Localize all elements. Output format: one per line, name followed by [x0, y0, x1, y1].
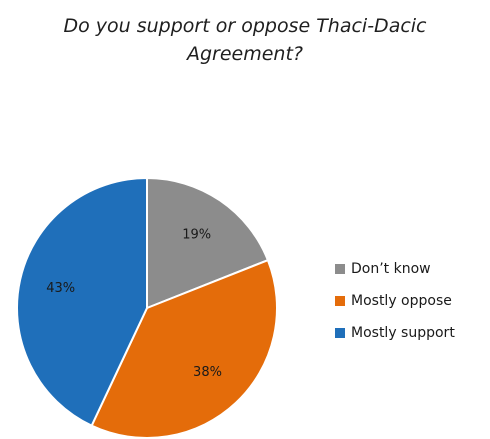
- pie-slice-dont-know: [146, 176, 270, 310]
- legend-swatch-mostly-support: [335, 328, 345, 338]
- pie-slice-labels: 19% 38% 43%: [46, 227, 222, 380]
- pie-slice-label-dont-know: 19%: [182, 227, 211, 242]
- legend-label-mostly-support: Mostly support: [351, 325, 455, 341]
- pie-slices: [16, 176, 278, 439]
- pie-slice-mostly-support: [16, 176, 148, 427]
- chart-title: Do you support or oppose Thaci-Dacic Agr…: [0, 12, 490, 68]
- legend-item-mostly-oppose: Mostly oppose: [335, 289, 485, 313]
- legend-item-mostly-support: Mostly support: [335, 321, 485, 345]
- chart-legend: Don’t know Mostly oppose Mostly support: [335, 257, 485, 353]
- chart-title-line-1: Do you support or oppose Thaci-Dacic: [63, 15, 427, 37]
- legend-label-dont-know: Don’t know: [351, 261, 431, 277]
- legend-label-mostly-oppose: Mostly oppose: [351, 293, 452, 309]
- pie-slice-label-mostly-oppose: 38%: [193, 365, 222, 380]
- chart-title-line-2: Agreement?: [186, 43, 304, 65]
- pie-slice-label-mostly-support: 43%: [46, 281, 75, 296]
- legend-swatch-mostly-oppose: [335, 296, 345, 306]
- legend-item-dont-know: Don’t know: [335, 257, 485, 281]
- legend-swatch-dont-know: [335, 264, 345, 274]
- pie-slice-mostly-oppose: [90, 258, 278, 439]
